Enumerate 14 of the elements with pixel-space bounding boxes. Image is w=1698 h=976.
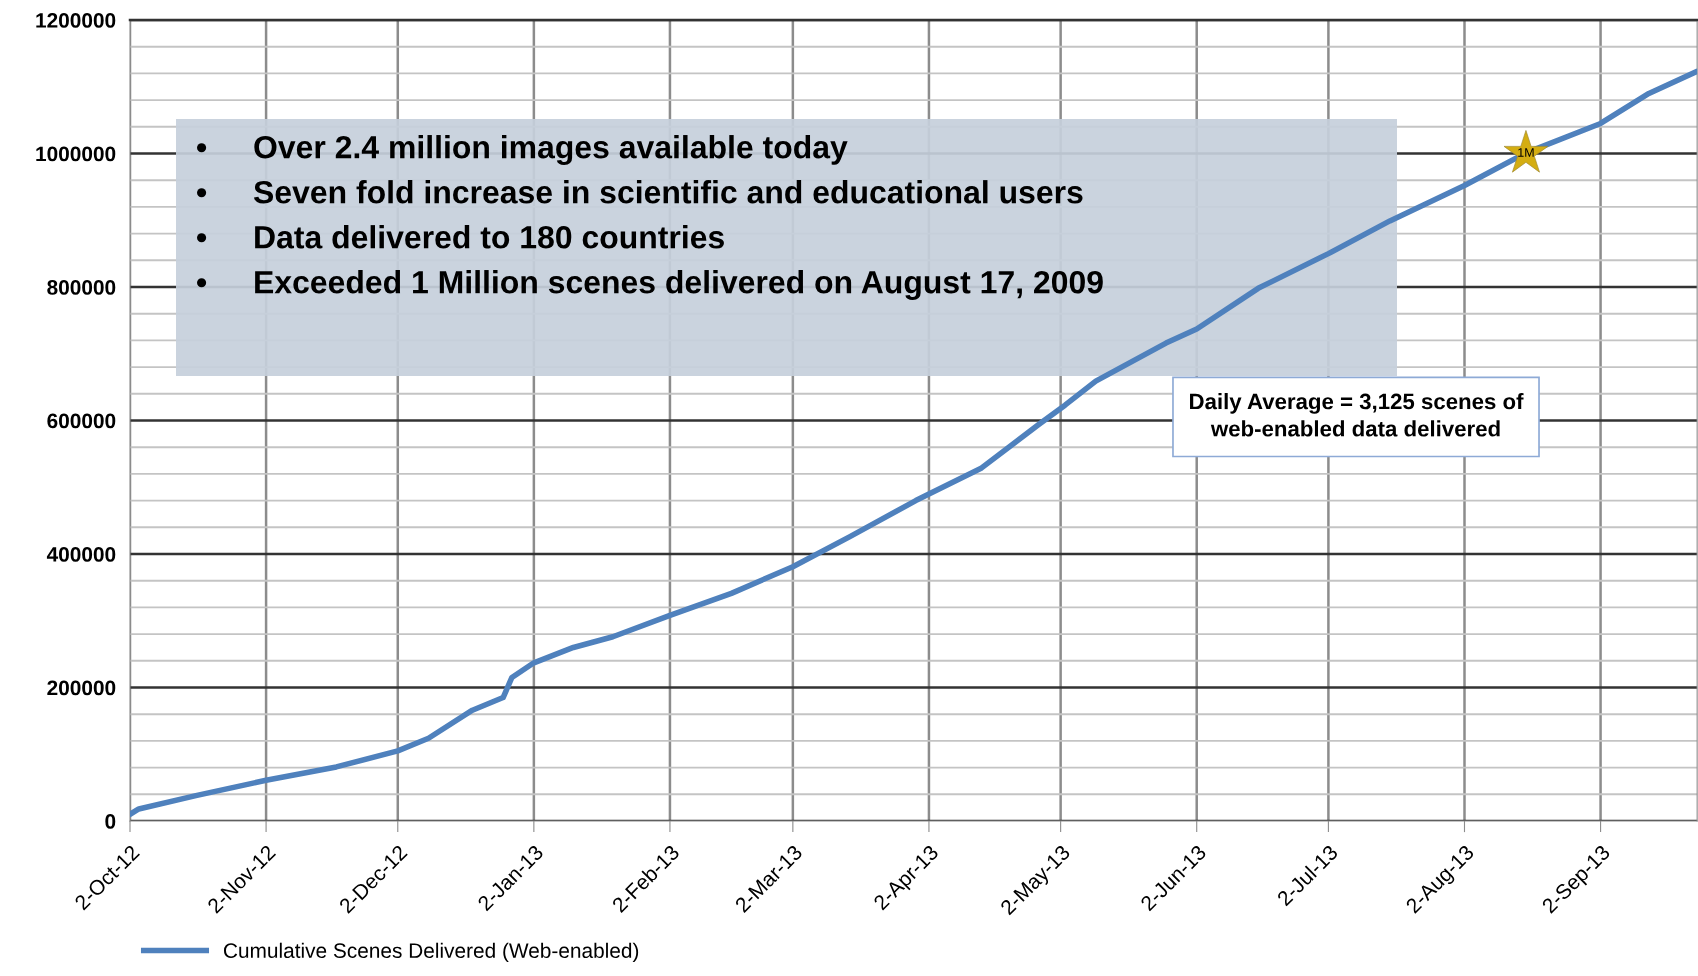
text: • Exceeded 1 Million scenes delivered on August 17, 2009 bbox=[197, 270, 1103, 300]
text: • Data delivered to 180 countries bbox=[197, 225, 724, 249]
y-tick-label: 0 bbox=[105, 814, 116, 829]
text: • Over 2.4 million images available today bbox=[197, 135, 848, 165]
y-tick-label: 400000 bbox=[46, 547, 116, 562]
y-tick-label: 200000 bbox=[47, 680, 116, 696]
text: • Seven fold increase in scientific and educational users bbox=[197, 180, 1083, 204]
y-tick-label: 1000000 bbox=[36, 146, 116, 162]
legend-label: Cumulative Scenes Delivered (Web-enabled) bbox=[223, 942, 639, 963]
y-tick-label: 600000 bbox=[47, 413, 116, 429]
annotation: Daily Average = 3,125 scenes of web-enabled data delivered bbox=[1190, 393, 1524, 437]
y-tick-label: 800000 bbox=[47, 280, 116, 295]
annotation: 1M bbox=[1518, 148, 1534, 157]
y-tick-label: 1200000 bbox=[36, 13, 116, 28]
